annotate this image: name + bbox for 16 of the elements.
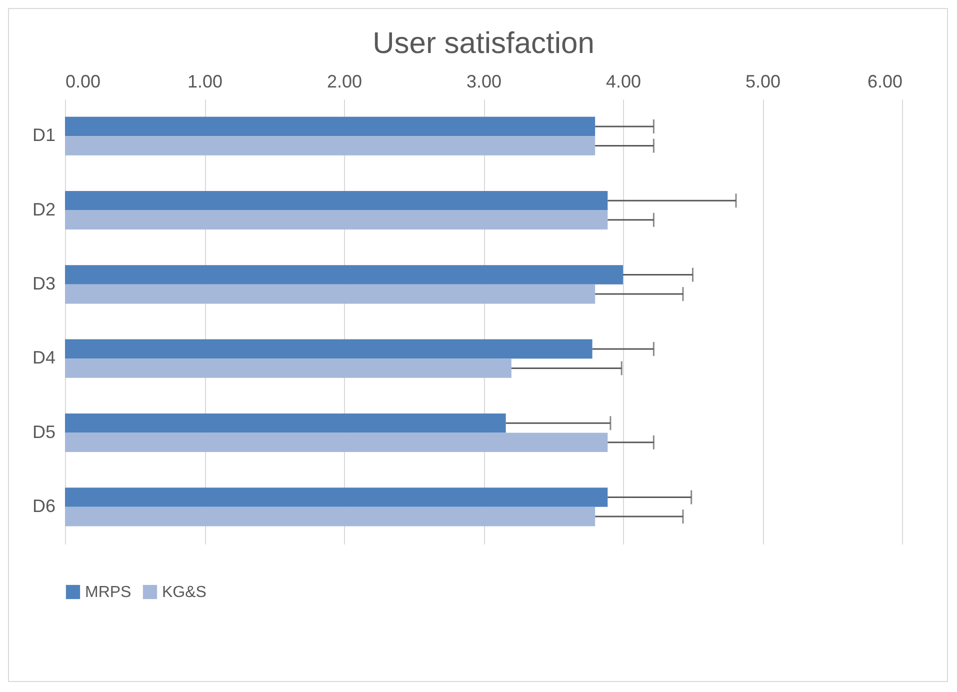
legend-label: MRPS [85,584,132,601]
y-tick-label: D3 [32,273,56,294]
x-tick-label: 6.00 [867,72,902,92]
y-tick-label: D4 [32,348,56,368]
legend-label: KG&S [162,584,206,601]
y-tick-label: D5 [32,422,56,442]
y-tick-label: D2 [32,199,56,220]
y-tick-label: D1 [32,125,56,146]
x-tick-label: 2.00 [326,72,362,92]
x-tick-label: 5.00 [745,72,781,92]
x-tick-label: 0.00 [66,72,101,92]
chart-title: User satisfaction [372,27,594,60]
x-tick-label: 1.00 [187,72,223,92]
x-tick-label: 3.00 [466,72,502,92]
x-tick-label: 4.00 [606,72,642,92]
y-tick-label: D6 [32,496,56,516]
